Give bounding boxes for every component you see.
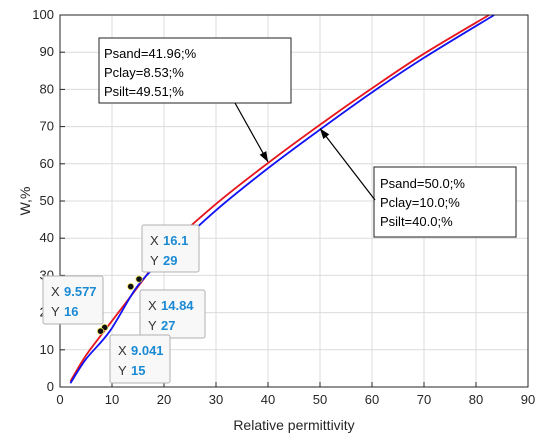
datatip-2[interactable]: X 9.577 Y 16 xyxy=(42,275,104,325)
datatip-marker-4[interactable] xyxy=(96,327,105,335)
datatip-4-y-key: Y xyxy=(118,363,127,378)
annotation-arrowhead-2 xyxy=(320,128,330,139)
datatip-markers xyxy=(96,275,143,335)
annotation-arrowhead-1 xyxy=(259,151,268,162)
datatip-2-y-value: 16 xyxy=(64,304,78,319)
datatip-4[interactable]: X 9.041 Y 15 xyxy=(109,334,171,384)
y-tick-label: 70 xyxy=(40,119,54,134)
series-line-2 xyxy=(69,14,495,384)
y-axis-label: W,% xyxy=(17,187,33,216)
annotation-arrows xyxy=(234,102,376,201)
y-tick-label: 40 xyxy=(40,230,54,245)
annotation-2-line-1: Psand=50.0;% xyxy=(380,176,465,191)
x-tick-label: 20 xyxy=(157,392,171,407)
datatip-1-y-key: Y xyxy=(150,253,159,268)
y-tick-label: 50 xyxy=(40,193,54,208)
annotation-2-line-3: Psilt=40.0;% xyxy=(380,214,453,229)
x-tick-label: 0 xyxy=(56,392,63,407)
annotation-arrow-2 xyxy=(319,128,376,201)
datatip-2-x-value: 9.577 xyxy=(64,284,97,299)
datatip-3-x-value: 14.84 xyxy=(161,298,194,313)
y-tick-label: 80 xyxy=(40,81,54,96)
annotation-2-line-2: Pclay=10.0;% xyxy=(380,195,460,210)
x-tick-label: 90 xyxy=(521,392,535,407)
datatip-marker-1[interactable] xyxy=(135,275,143,283)
datatip-4-x-value: 9.041 xyxy=(131,343,164,358)
x-tick-label: 70 xyxy=(417,392,431,407)
annotation-1-line-1: Psand=41.96;% xyxy=(104,46,197,61)
annotation-1-line-2: Pclay=8.53;% xyxy=(104,65,184,80)
y-tick-label: 0 xyxy=(47,379,54,394)
datatip-3-y-key: Y xyxy=(148,318,157,333)
y-tick-label: 90 xyxy=(40,44,54,59)
datatip-3-x-key: X xyxy=(148,298,157,313)
x-tick-label: 30 xyxy=(209,392,223,407)
x-tick-label: 40 xyxy=(261,392,275,407)
annotation-arrow-1 xyxy=(234,102,269,163)
datatip-3-y-value: 27 xyxy=(161,318,175,333)
x-tick-label: 50 xyxy=(313,392,327,407)
ticks: 0102030405060708090010203040506070809010… xyxy=(32,7,535,407)
datatip-1-y-value: 29 xyxy=(163,253,177,268)
datatip-1-x-key: X xyxy=(150,233,159,248)
datatip-4-x-key: X xyxy=(118,343,127,358)
y-tick-label: 10 xyxy=(40,342,54,357)
datatip-2-y-key: Y xyxy=(51,304,60,319)
annotation-box-2: Psand=50.0;% Pclay=10.0;% Psilt=40.0;% xyxy=(373,166,517,238)
datatip-2-x-key: X xyxy=(51,284,60,299)
datatip-1[interactable]: X 16.1 Y 29 xyxy=(141,224,200,273)
y-tick-label: 60 xyxy=(40,156,54,171)
datatip-3[interactable]: X 14.84 Y 27 xyxy=(139,289,206,339)
x-tick-label: 60 xyxy=(365,392,379,407)
datatip-marker-3[interactable] xyxy=(127,282,135,291)
x-axis-label: Relative permittivity xyxy=(233,417,354,433)
datatip-4-y-value: 15 xyxy=(131,363,145,378)
y-tick-label: 100 xyxy=(32,7,54,22)
annotation-1-line-3: Psilt=49.51;% xyxy=(104,84,184,99)
x-tick-label: 10 xyxy=(105,392,119,407)
x-tick-label: 80 xyxy=(469,392,483,407)
annotation-box-1: Psand=41.96;% Pclay=8.53;% Psilt=49.51;% xyxy=(98,37,292,104)
datatip-1-x-value: 16.1 xyxy=(163,233,188,248)
